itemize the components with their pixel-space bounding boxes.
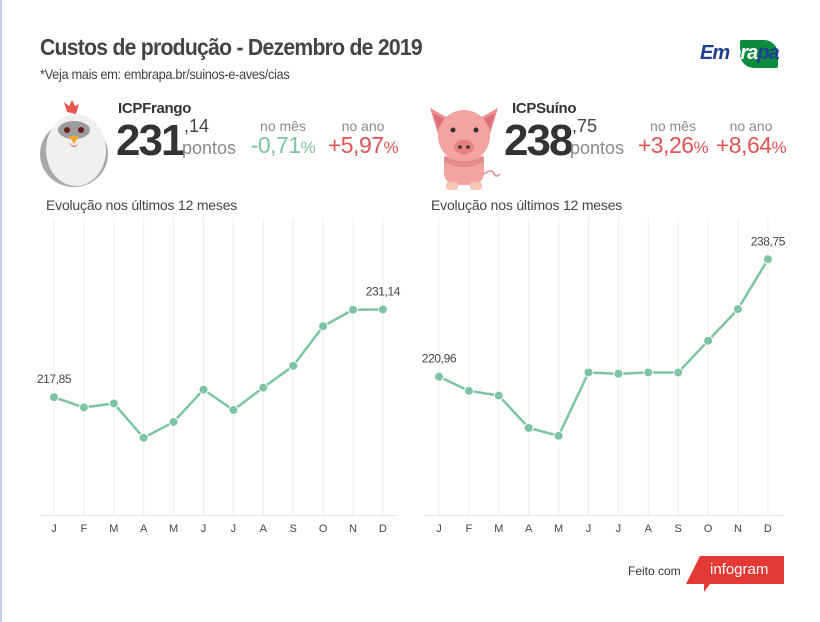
year-change-label: no ano: [341, 118, 385, 134]
x-tick-label: J: [616, 523, 622, 535]
data-point-suino: [643, 367, 654, 378]
year-change-label: no ano: [729, 118, 773, 134]
series-line-frango: [53, 308, 383, 440]
x-tick-label: A: [140, 523, 148, 535]
kpi-frango: ICPFrango 231 ,14 pontos no mês -0,71% n…: [36, 96, 416, 191]
x-tick-label: O: [704, 523, 713, 535]
data-point-frango: [318, 321, 329, 332]
data-point-frango: [228, 405, 239, 416]
data-label: 231,14: [366, 284, 401, 298]
x-tick-label: A: [260, 523, 268, 535]
x-tick-label: N: [734, 523, 742, 535]
data-point-frango: [138, 432, 149, 443]
data-point-suino: [463, 385, 474, 396]
chicken-icon: [40, 100, 108, 187]
pig-icon: [430, 108, 501, 190]
x-tick-label: M: [169, 523, 178, 535]
logo-wordmark: Embrapa: [700, 42, 780, 64]
kpi-decimal: ,14: [184, 116, 210, 136]
month-change-value: +3,26%: [637, 132, 709, 158]
kpi-unit: pontos: [182, 138, 237, 158]
x-tick-label: J: [201, 523, 207, 535]
x-tick-label: N: [349, 523, 357, 535]
x-tick-label: A: [525, 523, 533, 535]
kpi-integer: 238: [504, 116, 573, 165]
month-change-label: no mês: [260, 118, 306, 134]
chart-title-frango: Evolução nos últimos 12 meses: [46, 197, 238, 213]
year-change-value: +5,97%: [327, 132, 399, 158]
kpi-decimal: ,75: [572, 116, 598, 136]
embrapa-logo[interactable]: Embrapa: [700, 40, 788, 70]
x-tick-label: J: [231, 523, 237, 535]
x-tick-label: J: [436, 523, 442, 535]
data-point-suino: [523, 422, 534, 433]
infogram-brand: infogram: [710, 561, 769, 578]
data-point-suino: [733, 304, 743, 315]
x-tick-label: F: [466, 523, 473, 535]
x-tick-label: M: [109, 523, 118, 535]
kpi-label: ICPFrango: [118, 100, 192, 117]
data-label: 217,85: [37, 372, 72, 386]
infogram-badge-shape: [686, 556, 784, 592]
data-point-suino: [434, 371, 444, 382]
x-tick-label: M: [554, 523, 563, 535]
page-subtitle: *Veja mais em: embrapa.br/suinos-e-aves/…: [40, 66, 290, 82]
data-point-frango: [49, 392, 59, 403]
series-line-suino: [438, 258, 769, 438]
left-border: [0, 0, 2, 622]
x-tick-label: J: [586, 523, 592, 535]
data-point-frango: [377, 304, 388, 315]
x-tick-label: S: [290, 523, 297, 535]
x-tick-label: D: [764, 523, 772, 535]
data-point-suino: [553, 430, 564, 441]
data-point-suino: [583, 367, 594, 378]
data-point-suino: [493, 390, 504, 401]
kpi-suino: ICPSuíno 238 ,75 pontos no mês +3,26% no…: [424, 96, 804, 191]
infogram-badge[interactable]: infogram: [686, 556, 786, 596]
data-label: 220,96: [422, 352, 457, 366]
kpi-integer: 231: [116, 116, 185, 165]
x-tick-label: F: [81, 523, 88, 535]
x-tick-label: J: [51, 523, 57, 535]
data-point-frango: [78, 402, 89, 413]
data-point-frango: [108, 398, 119, 409]
data-point-suino: [703, 335, 714, 346]
month-change-value: -0,71%: [250, 132, 316, 158]
x-tick-label: O: [319, 523, 328, 535]
kpi-unit: pontos: [570, 138, 625, 158]
data-point-frango: [198, 384, 209, 395]
data-point-suino: [673, 367, 684, 378]
x-tick-label: M: [494, 523, 503, 535]
x-tick-label: D: [379, 523, 387, 535]
data-point-frango: [168, 416, 179, 427]
x-tick-label: A: [645, 523, 653, 535]
page-title: Custos de produção - Dezembro de 2019: [40, 34, 423, 60]
year-change-value: +8,64%: [715, 132, 787, 158]
data-point-suino: [762, 254, 773, 265]
kpi-label: ICPSuíno: [512, 100, 577, 117]
made-with-label: Feito com: [628, 564, 681, 578]
data-point-frango: [288, 360, 299, 371]
month-change-label: no mês: [650, 118, 696, 134]
data-point-frango: [258, 382, 269, 393]
data-point-frango: [348, 304, 358, 315]
data-label: 238,75: [751, 234, 786, 248]
chart-title-suino: Evolução nos últimos 12 meses: [431, 197, 623, 213]
x-tick-label: S: [675, 523, 682, 535]
logo-leaf-icon: [740, 40, 778, 68]
data-point-suino: [613, 368, 624, 379]
